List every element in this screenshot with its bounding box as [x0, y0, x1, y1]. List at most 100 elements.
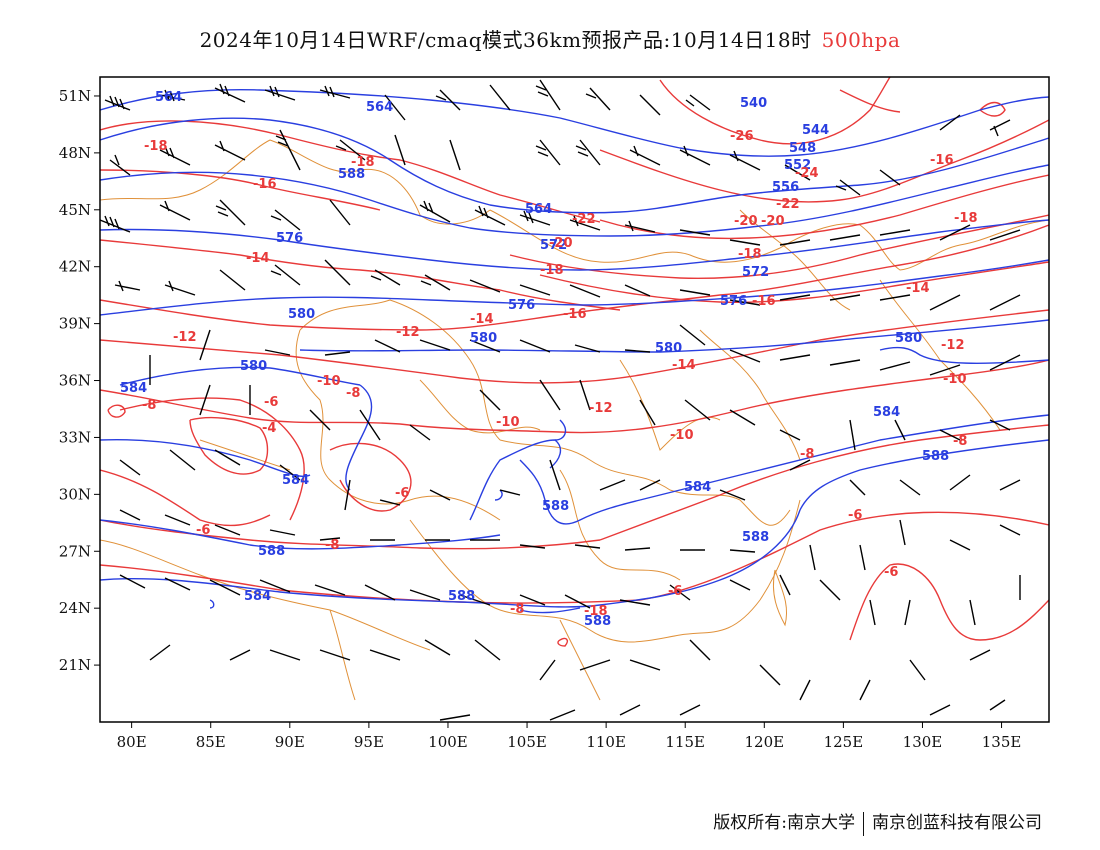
temperature-contour-labels: -18 -16 -14 -12 -10 -8 -8 -6 -4 -6 -6 -8… — [142, 129, 978, 619]
temperature-label: -18 — [144, 139, 168, 154]
height-label: 588 — [542, 499, 569, 514]
temperature-label: -12 — [589, 401, 613, 416]
longitude-axis: 80E 85E 90E 95E 100E 105E 110E 115E 120E 125E 130E… — [117, 722, 1022, 751]
lat-tick-label: 51N — [59, 87, 91, 105]
height-label: 580 — [655, 341, 682, 356]
temperature-label: -8 — [325, 538, 339, 553]
boundary-lines — [100, 139, 1049, 701]
lon-tick-label: 135E — [982, 733, 1022, 751]
temperature-label: -14 — [246, 251, 270, 266]
temperature-label: -12 — [941, 338, 965, 353]
temperature-label: -10 — [943, 372, 967, 387]
height-label: 580 — [288, 307, 315, 322]
height-label: 588 — [448, 589, 475, 604]
company-text: 南京创蓝科技有限公司 — [872, 813, 1042, 833]
lon-tick-label: 115E — [665, 733, 705, 751]
latitude-axis: 51N 48N 45N 42N 39N 36N 33N 30N 27N 24N 21N — [59, 87, 100, 674]
temperature-label: -18 — [738, 247, 762, 262]
temperature-label: -22 — [572, 212, 596, 227]
temperature-label: -26 — [730, 129, 754, 144]
height-label: 580 — [470, 331, 497, 346]
lat-tick-label: 42N — [59, 258, 91, 276]
height-label: 584 — [684, 480, 711, 495]
temperature-label: -8 — [510, 602, 524, 617]
temperature-label: -10 — [496, 415, 520, 430]
height-label: 588 — [338, 167, 365, 182]
temperature-label: -6 — [264, 395, 278, 410]
lat-tick-label: 45N — [59, 201, 91, 219]
height-label: 544 — [802, 123, 829, 138]
plot-frame — [99, 76, 1050, 723]
height-label: 576 — [508, 298, 535, 313]
height-label: 572 — [540, 238, 567, 253]
height-label: 564 — [525, 202, 552, 217]
temperature-label: -16 — [563, 307, 587, 322]
height-label: 576 — [720, 294, 747, 309]
temperature-label: -14 — [470, 312, 494, 327]
height-label: 556 — [772, 180, 799, 195]
temperature-label: -16 — [752, 294, 776, 309]
temperature-label: -12 — [396, 325, 420, 340]
height-label: 580 — [895, 331, 922, 346]
lat-tick-label: 27N — [59, 542, 91, 560]
temperature-label: -18 — [584, 604, 608, 619]
copyright-text: 版权所有:南京大学 — [713, 813, 855, 833]
temperature-label: -20 — [549, 236, 573, 251]
lon-tick-label: 125E — [824, 733, 864, 751]
height-label: 548 — [789, 141, 816, 156]
temperature-contours — [100, 77, 1049, 647]
height-contour-labels: 564 584 588 576 580 564 564 540 544 548 … — [120, 90, 949, 629]
temperature-label: -20 — [734, 214, 758, 229]
title-text: 2024年10月14日WRF/cmaq模式36km预报产品:10月14日18时 — [199, 28, 812, 52]
lon-tick-label: 120E — [745, 733, 785, 751]
lon-tick-label: 100E — [428, 733, 468, 751]
lat-tick-label: 24N — [59, 599, 91, 617]
height-label: 552 — [784, 158, 811, 173]
temperature-label: -6 — [196, 523, 210, 538]
lat-tick-label: 36N — [59, 372, 91, 390]
height-label: 584 — [282, 473, 309, 488]
lat-tick-label: 39N — [59, 315, 91, 333]
lon-tick-label: 95E — [354, 733, 384, 751]
height-label: 564 — [366, 100, 393, 115]
temperature-label: -6 — [395, 486, 409, 501]
wind-barbs — [100, 79, 1021, 721]
lon-tick-label: 85E — [196, 733, 226, 751]
lon-tick-label: 105E — [507, 733, 547, 751]
lat-tick-label: 48N — [59, 144, 91, 162]
height-label: 564 — [155, 90, 182, 105]
temperature-label: -16 — [253, 177, 277, 192]
height-label: 576 — [276, 231, 303, 246]
temperature-label: -18 — [540, 263, 564, 278]
height-contours — [100, 88, 1049, 614]
pressure-level: 500hpa — [821, 28, 901, 52]
temperature-label: -8 — [800, 447, 814, 462]
temperature-label: -12 — [173, 330, 197, 345]
lon-tick-label: 90E — [275, 733, 305, 751]
temperature-label: -6 — [668, 584, 682, 599]
lon-tick-label: 130E — [903, 733, 943, 751]
temperature-label: -14 — [672, 358, 696, 373]
height-label: 588 — [258, 544, 285, 559]
height-label: 584 — [873, 405, 900, 420]
temperature-label: -18 — [954, 211, 978, 226]
temperature-label: -8 — [953, 434, 967, 449]
height-label: 584 — [120, 381, 147, 396]
height-label: 540 — [740, 96, 767, 111]
height-label: 572 — [742, 265, 769, 280]
height-label: 588 — [742, 530, 769, 545]
height-label: 588 — [922, 449, 949, 464]
lat-tick-label: 30N — [59, 485, 91, 503]
lat-tick-label: 21N — [59, 656, 91, 674]
height-label: 580 — [240, 359, 267, 374]
temperature-label: -10 — [317, 374, 341, 389]
map-title: 2024年10月14日WRF/cmaq模式36km预报产品:10月14日18时 5… — [0, 24, 1100, 53]
height-label: 588 — [584, 614, 611, 629]
temperature-label: -8 — [142, 398, 156, 413]
temperature-label: -10 — [670, 428, 694, 443]
lat-tick-label: 33N — [59, 428, 91, 446]
temperature-label: -6 — [848, 508, 862, 523]
temperature-label: -14 — [906, 281, 930, 296]
temperature-label: -18 — [351, 155, 375, 170]
